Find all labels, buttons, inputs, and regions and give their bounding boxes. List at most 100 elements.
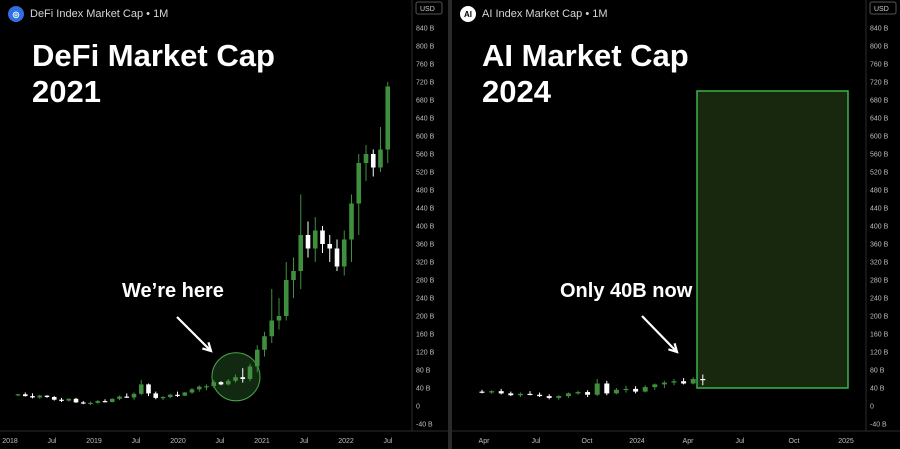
candle-body bbox=[73, 398, 79, 403]
y-tick-label: -40 B bbox=[870, 422, 887, 429]
candle-body bbox=[153, 393, 159, 398]
ai-headline-line1: AI Market Cap bbox=[482, 38, 689, 73]
defi-headline: DeFi Market Cap 2021 bbox=[32, 38, 275, 110]
y-tick-label: 560 B bbox=[416, 152, 435, 159]
candle-body bbox=[95, 401, 101, 403]
ai-chart-panel: USD -40 B 0 40 B 80 B 120 B 160 B 200 B 240 B 280… bbox=[452, 0, 900, 449]
candle-body bbox=[537, 394, 543, 397]
candle-body bbox=[341, 239, 347, 267]
candle-body bbox=[517, 393, 523, 396]
candle-body bbox=[508, 393, 514, 396]
x-tick-label: Oct bbox=[582, 438, 593, 445]
candle-body bbox=[690, 379, 696, 384]
candle-body bbox=[700, 379, 706, 381]
y-tick-label: 680 B bbox=[870, 98, 889, 105]
x-tick-label: 2024 bbox=[629, 438, 645, 445]
defi-chart-panel: USD -40 B 0 40 B 80 B 120 B 160 B 200 B 240 B 280… bbox=[0, 0, 448, 449]
candle-body bbox=[385, 86, 391, 150]
candle-body bbox=[479, 391, 485, 393]
y-tick-label: 80 B bbox=[870, 368, 885, 375]
ai-headline: AI Market Cap 2024 bbox=[482, 38, 689, 110]
y-tick-label: 800 B bbox=[870, 44, 889, 51]
x-tick-label: Apr bbox=[683, 438, 695, 445]
candle-body bbox=[66, 398, 72, 401]
candle-body bbox=[182, 392, 188, 396]
x-tick-label: 2018 bbox=[2, 438, 18, 445]
y-tick-label: 560 B bbox=[870, 152, 889, 159]
panel-divider bbox=[448, 0, 452, 449]
candle-body bbox=[498, 391, 504, 394]
y-tick-label: 520 B bbox=[870, 170, 889, 177]
y-tick-label: 240 B bbox=[870, 296, 889, 303]
annotation-arrow bbox=[641, 315, 678, 353]
defi-chart-canvas[interactable]: USD -40 B 0 40 B 80 B 120 B 160 B 200 B 240 B 280… bbox=[0, 0, 448, 449]
ai-chart-canvas[interactable]: USD -40 B 0 40 B 80 B 120 B 160 B 200 B 240 B 280… bbox=[452, 0, 900, 449]
y-tick-label: 840 B bbox=[416, 26, 435, 33]
candle-body bbox=[642, 387, 648, 392]
y-tick-label: 800 B bbox=[416, 44, 435, 51]
candle-body bbox=[30, 396, 35, 398]
candle-body bbox=[233, 377, 238, 381]
currency-box bbox=[869, 1, 897, 15]
candle-body bbox=[204, 386, 209, 388]
y-tick-label: 520 B bbox=[416, 170, 435, 177]
candle-body bbox=[291, 271, 296, 280]
y-tick-label: 600 B bbox=[870, 134, 889, 141]
candle-body bbox=[378, 149, 383, 168]
ai-logo-icon: AI bbox=[460, 6, 476, 22]
candle-body bbox=[124, 396, 130, 398]
candle-body bbox=[37, 395, 43, 398]
x-tick-label: 2021 bbox=[254, 438, 270, 445]
candle-body bbox=[160, 397, 166, 399]
y-tick-label: 440 B bbox=[416, 206, 435, 213]
candle-body bbox=[109, 398, 115, 402]
y-tick-label: 480 B bbox=[870, 188, 889, 195]
candle-body bbox=[262, 336, 267, 350]
y-tick-label: 120 B bbox=[416, 350, 435, 357]
candle-body bbox=[44, 395, 50, 397]
candle-body bbox=[565, 393, 571, 397]
projection-box bbox=[696, 90, 849, 389]
candle-body bbox=[320, 230, 325, 244]
candle-body bbox=[80, 402, 86, 404]
y-tick-label: 440 B bbox=[870, 206, 889, 213]
candle-body bbox=[594, 383, 600, 395]
candle-body bbox=[247, 366, 253, 379]
y-tick-label: 120 B bbox=[870, 350, 889, 357]
y-tick-label: 0 bbox=[416, 404, 420, 411]
candle-body bbox=[363, 154, 369, 163]
y-tick-label: 200 B bbox=[416, 314, 435, 321]
candle-body bbox=[604, 383, 610, 394]
candle-body bbox=[117, 396, 122, 399]
x-tick-label: Jul bbox=[532, 438, 541, 445]
defi-logo-icon: ◎ bbox=[8, 6, 24, 22]
candle-body bbox=[189, 389, 195, 393]
candle-body bbox=[196, 386, 202, 390]
y-tick-label: 80 B bbox=[416, 368, 431, 375]
y-tick-label: 680 B bbox=[416, 98, 435, 105]
candle-body bbox=[585, 392, 591, 395]
ai-chart-header: AI AI Index Market Cap • 1M bbox=[460, 6, 608, 22]
candle-body bbox=[613, 389, 619, 394]
y-tick-label: 640 B bbox=[416, 116, 435, 123]
candle-body bbox=[283, 280, 289, 316]
annotation-arrow-head bbox=[668, 343, 679, 354]
y-tick-label: 280 B bbox=[870, 278, 889, 285]
currency-label: USD bbox=[874, 6, 889, 13]
candle-body bbox=[138, 384, 144, 394]
x-tick-label: Oct bbox=[789, 438, 800, 445]
x-tick-label: 2019 bbox=[86, 438, 102, 445]
ai-chart-title: AI Index Market Cap • 1M bbox=[482, 8, 608, 20]
x-tick-label: Jul bbox=[300, 438, 309, 445]
candle-body bbox=[681, 381, 687, 384]
defi-headline-line1: DeFi Market Cap bbox=[32, 38, 275, 73]
candle-body bbox=[489, 391, 495, 393]
candle-body bbox=[254, 349, 260, 367]
candle-body bbox=[269, 320, 275, 337]
x-tick-label: 2022 bbox=[338, 438, 354, 445]
defi-headline-line2: 2021 bbox=[32, 74, 101, 109]
candle-body bbox=[175, 394, 180, 396]
candle-body bbox=[652, 384, 658, 388]
currency-box bbox=[415, 1, 443, 15]
x-tick-label: 2020 bbox=[170, 438, 186, 445]
